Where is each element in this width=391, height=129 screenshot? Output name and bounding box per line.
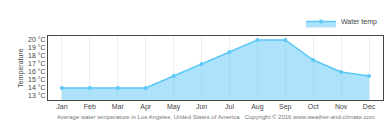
svg-text:Sep: Sep bbox=[279, 103, 292, 111]
svg-text:14 °C: 14 °C bbox=[28, 84, 46, 91]
svg-text:Nov: Nov bbox=[335, 103, 348, 110]
svg-text:Water temp: Water temp bbox=[341, 18, 377, 26]
svg-text:May: May bbox=[167, 103, 181, 111]
svg-text:Jan: Jan bbox=[56, 103, 67, 110]
svg-text:Aug: Aug bbox=[251, 103, 264, 111]
svg-text:Feb: Feb bbox=[84, 103, 96, 110]
svg-text:16 °C: 16 °C bbox=[28, 68, 46, 75]
svg-text:17 °C: 17 °C bbox=[28, 60, 46, 67]
svg-text:18 °C: 18 °C bbox=[28, 52, 46, 59]
svg-text:Oct: Oct bbox=[308, 103, 319, 110]
svg-text:20 °C: 20 °C bbox=[28, 36, 46, 43]
svg-text:15 °C: 15 °C bbox=[28, 76, 46, 83]
svg-text:Mar: Mar bbox=[112, 103, 125, 110]
svg-text:19 °C: 19 °C bbox=[28, 44, 46, 51]
svg-text:13 °C: 13 °C bbox=[28, 92, 46, 99]
svg-text:Jun: Jun bbox=[196, 103, 207, 110]
svg-text:Average water temperature in L: Average water temperature in Los Angeles… bbox=[57, 114, 375, 120]
svg-text:Jul: Jul bbox=[225, 103, 234, 110]
svg-text:Dec: Dec bbox=[363, 103, 376, 110]
svg-text:Apr: Apr bbox=[140, 103, 152, 111]
svg-text:Temperature: Temperature bbox=[17, 48, 25, 87]
